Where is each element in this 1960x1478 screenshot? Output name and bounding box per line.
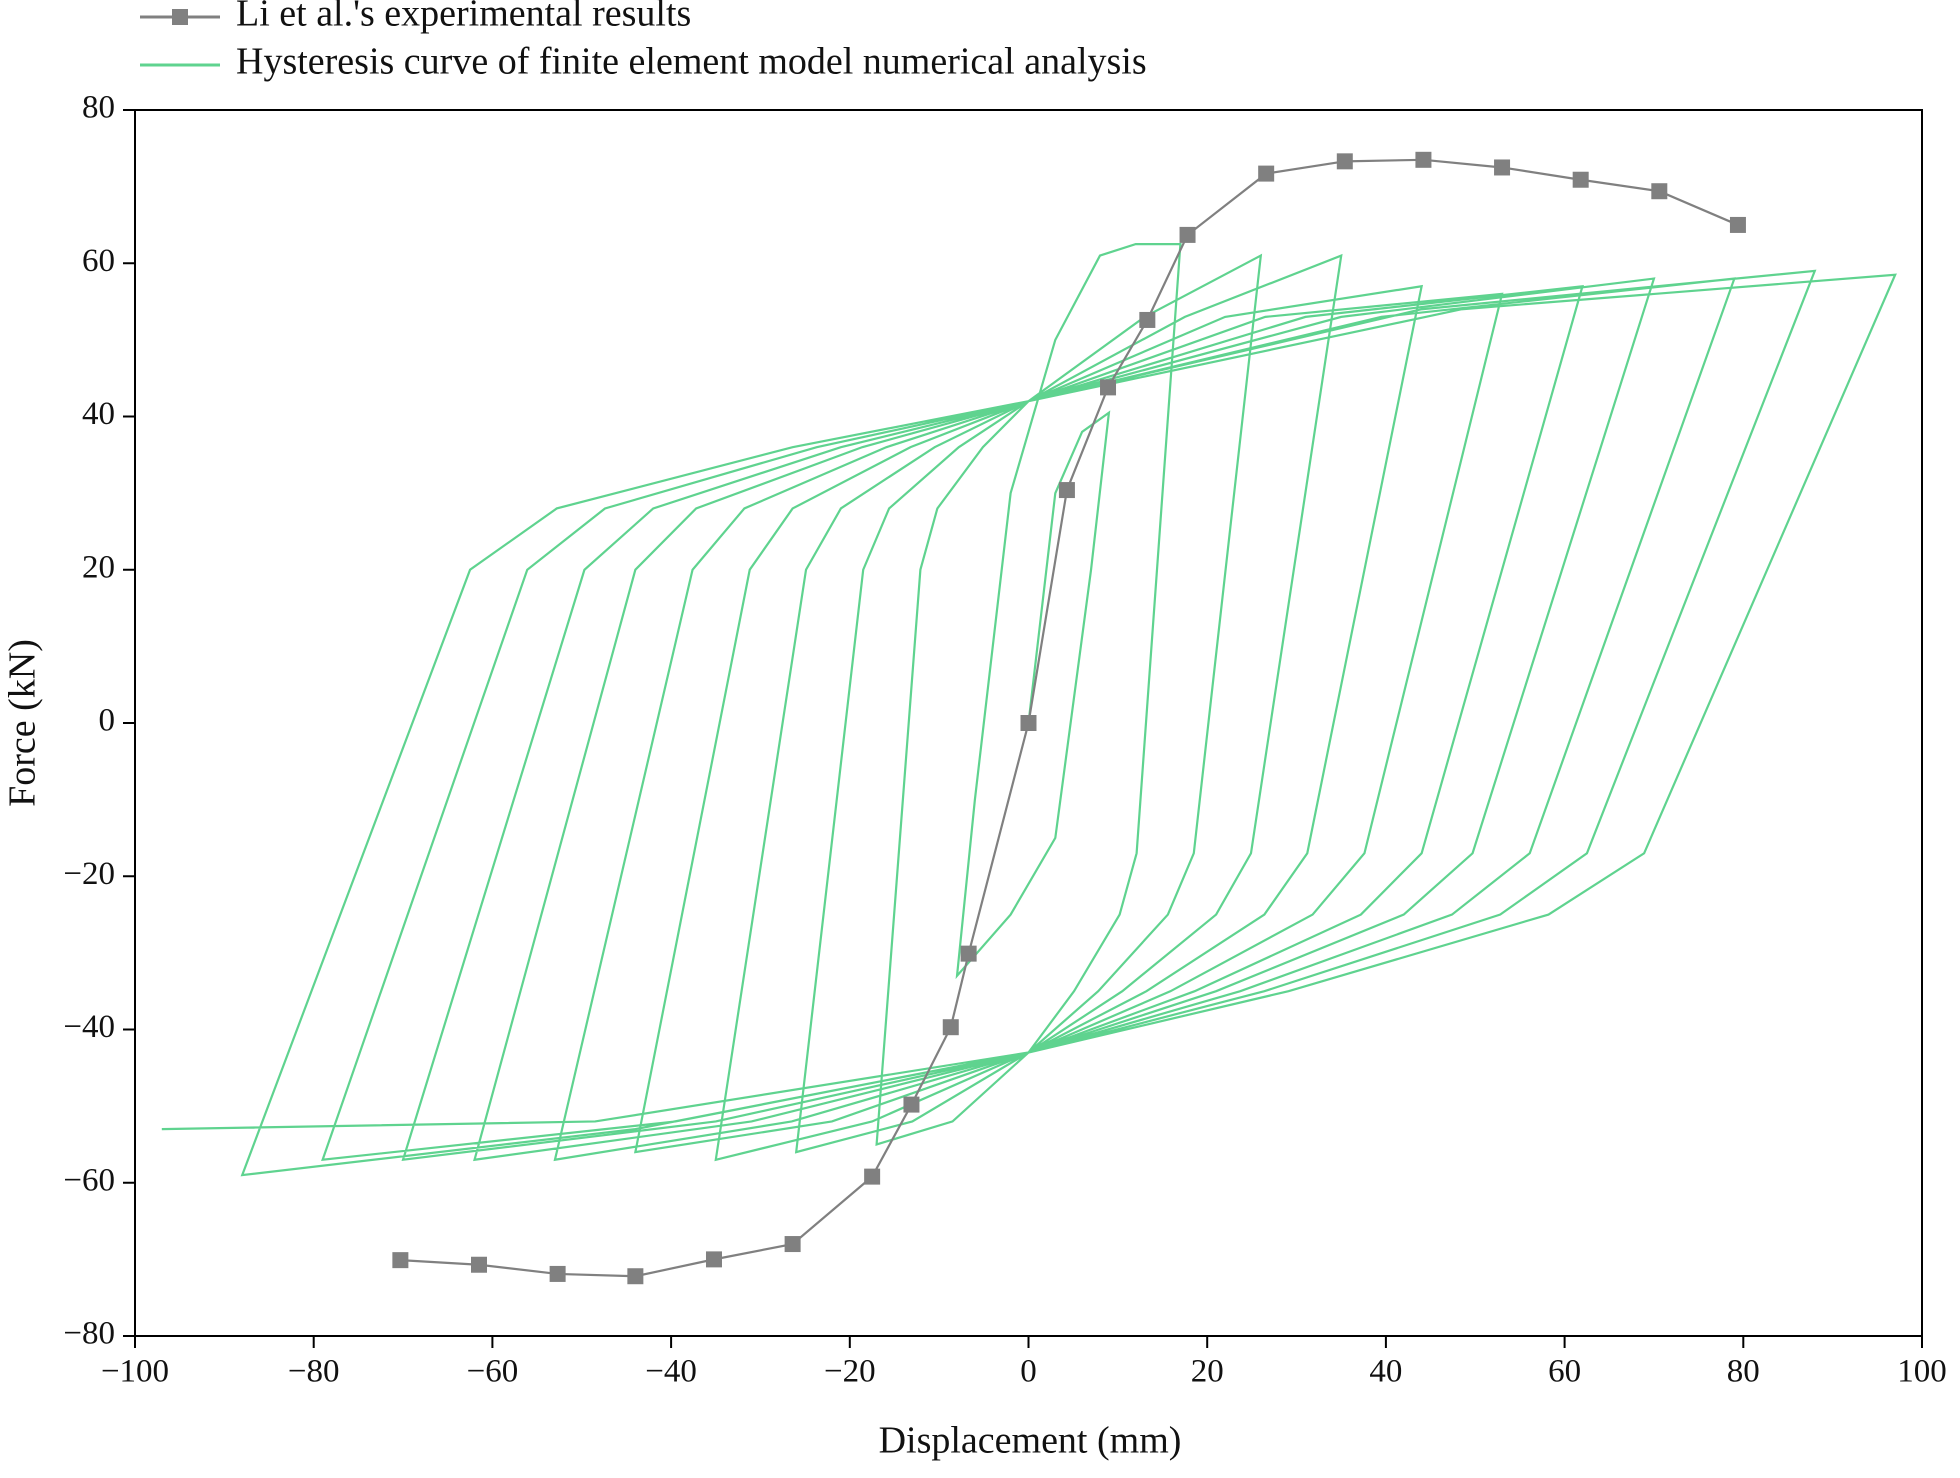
x-tick-label: 40 [1369,1354,1402,1390]
series-line [161,242,1897,1177]
data-point [1020,715,1037,731]
y-tick-label: −80 [63,1316,115,1352]
data-point [392,1252,409,1269]
data-point [1258,165,1275,182]
legend-label: Li et al.'s experimental results [236,0,691,35]
y-tick-label: −60 [63,1162,115,1198]
data-point [960,945,977,962]
data-point [1058,482,1075,499]
y-tick-label: 60 [82,243,115,279]
y-tick-label: 0 [99,703,116,739]
data-point [627,1268,644,1285]
x-tick-label: −60 [467,1354,519,1390]
y-tick-label: 20 [82,549,115,585]
y-tick-label: 40 [82,396,115,432]
data-point [1572,171,1589,188]
data-point [1729,216,1746,233]
y-tick-label: −20 [63,856,115,892]
data-point [784,1236,801,1253]
x-tick-label: 20 [1191,1354,1224,1390]
data-point [1100,379,1117,396]
x-tick-label: 100 [1897,1354,1947,1390]
x-tick-label: 60 [1548,1354,1581,1390]
data-point [1336,153,1353,170]
data-point [903,1096,920,1113]
data-point [705,1251,722,1268]
data-point [1651,183,1668,200]
data-point [470,1256,487,1273]
legend-label: Hysteresis curve of finite element model… [236,41,1147,83]
data-point [942,1019,959,1036]
data-point [1415,151,1432,168]
data-point [1139,311,1156,328]
x-tick-label: 80 [1727,1354,1760,1390]
y-axis-label: Force (kN) [2,639,44,807]
data-point [1179,226,1196,243]
data-point [1494,159,1511,176]
x-tick-label: −20 [824,1354,876,1390]
x-tick-label: 0 [1020,1354,1037,1390]
y-tick-label: −40 [63,1009,115,1045]
data-point [549,1265,566,1282]
x-tick-label: −80 [288,1354,340,1390]
y-tick-label: 80 [82,90,115,126]
x-axis-label: Displacement (mm) [879,1420,1182,1462]
x-tick-label: −40 [645,1354,697,1390]
legend-marker [172,9,188,25]
x-tick-label: −100 [101,1354,169,1390]
data-point [864,1168,881,1185]
plot-frame [134,109,1923,1337]
series-line [400,158,1739,1278]
